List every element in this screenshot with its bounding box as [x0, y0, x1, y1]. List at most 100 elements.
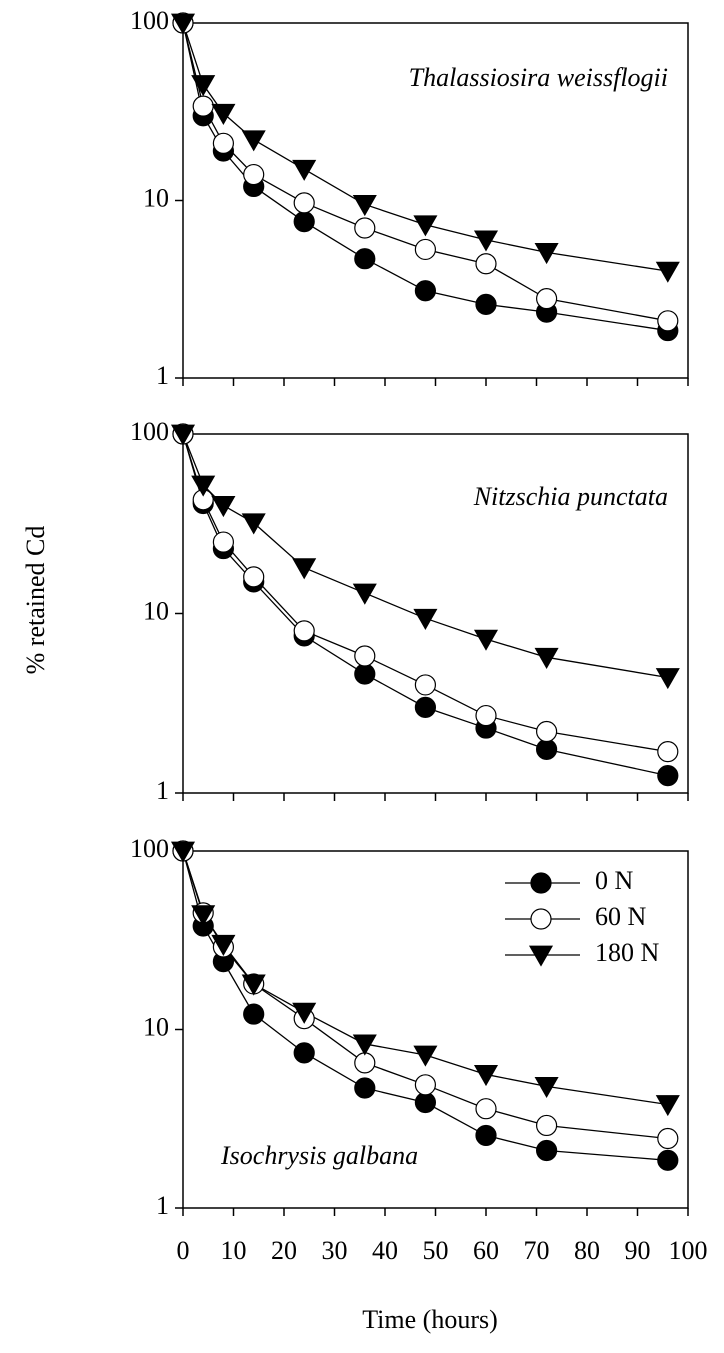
panel-title: Nitzschia punctata — [473, 482, 668, 511]
data-point — [414, 674, 436, 696]
data-point — [657, 741, 679, 763]
data-point — [192, 95, 214, 117]
data-point — [473, 629, 499, 651]
data-point — [535, 288, 558, 310]
series-line — [182, 433, 668, 777]
data-point — [191, 905, 216, 927]
data-point — [352, 583, 377, 605]
legend-label: 0 N — [595, 866, 634, 895]
panel-title: Isochrysis galbana — [220, 1141, 418, 1170]
data-point — [292, 159, 317, 181]
y-tick-label: 10 — [143, 596, 169, 625]
x-tick-label: 70 — [524, 1236, 550, 1265]
data-point — [535, 720, 558, 743]
x-tick-label: 30 — [322, 1236, 348, 1265]
data-point — [243, 566, 265, 588]
data-point — [475, 253, 497, 275]
data-point — [414, 1091, 436, 1114]
data-point — [354, 1077, 376, 1099]
legend-marker — [528, 945, 554, 967]
x-tick-label: 100 — [669, 1236, 708, 1265]
data-point — [473, 230, 499, 252]
y-tick-label: 100 — [130, 417, 169, 446]
data-point — [170, 13, 196, 35]
data-point — [657, 1127, 679, 1150]
data-point — [475, 293, 497, 315]
data-point — [473, 1065, 499, 1087]
data-point — [354, 217, 376, 239]
data-point — [413, 215, 438, 237]
data-point — [535, 1139, 558, 1162]
x-tick-label: 50 — [423, 1236, 449, 1265]
legend-marker — [530, 872, 552, 894]
data-point — [211, 934, 236, 956]
y-tick-label: 100 — [130, 6, 169, 35]
data-point — [170, 841, 196, 863]
data-point — [241, 130, 266, 152]
y-tick-label: 10 — [143, 1012, 169, 1041]
data-point — [413, 1045, 438, 1067]
data-point — [657, 310, 679, 332]
data-point — [293, 192, 315, 214]
data-point — [191, 75, 216, 97]
data-point — [535, 1114, 558, 1137]
data-point — [657, 765, 679, 787]
x-tick-label: 60 — [473, 1236, 499, 1265]
data-point — [655, 261, 680, 283]
data-point — [241, 513, 266, 535]
x-axis-title: Time (hours) — [362, 1305, 498, 1334]
data-point — [293, 620, 315, 642]
data-point — [413, 608, 438, 630]
series-line — [182, 850, 668, 1106]
data-point — [657, 1149, 679, 1171]
data-point — [352, 195, 377, 217]
series-line — [182, 22, 668, 322]
series-line — [182, 22, 668, 332]
y-tick-label: 1 — [156, 361, 169, 390]
x-tick-label: 0 — [177, 1236, 190, 1265]
legend-marker — [530, 908, 552, 930]
data-point — [354, 663, 376, 685]
data-point — [414, 238, 436, 261]
data-point — [535, 738, 558, 760]
data-point — [414, 280, 436, 302]
data-point — [241, 974, 266, 996]
data-point — [414, 1074, 436, 1096]
data-point — [170, 424, 196, 446]
data-point — [352, 1034, 377, 1056]
y-tick-label: 1 — [156, 776, 169, 805]
data-point — [534, 1077, 559, 1099]
y-axis-title: % retained Cd — [21, 526, 50, 675]
data-point — [243, 1003, 265, 1025]
data-point — [292, 1002, 317, 1024]
legend-label: 180 N — [595, 938, 660, 967]
series-line — [182, 433, 668, 679]
data-point — [475, 1098, 497, 1120]
y-tick-label: 10 — [143, 183, 169, 212]
data-point — [212, 531, 234, 553]
panel-title: Thalassiosira weissflogii — [409, 63, 668, 92]
y-tick-label: 100 — [130, 834, 169, 863]
data-point — [534, 647, 559, 669]
legend-label: 60 N — [595, 902, 647, 931]
series-line — [182, 433, 668, 753]
data-point — [211, 103, 236, 125]
series-line — [182, 22, 668, 272]
data-point — [475, 1124, 497, 1147]
data-point — [655, 1095, 680, 1117]
data-point — [191, 475, 216, 497]
data-point — [354, 1052, 376, 1074]
x-tick-label: 90 — [625, 1236, 651, 1265]
data-point — [212, 132, 234, 154]
data-point — [293, 1042, 315, 1064]
x-tick-label: 40 — [372, 1236, 398, 1265]
x-tick-label: 80 — [574, 1236, 600, 1265]
y-tick-label: 1 — [156, 1191, 169, 1220]
data-point — [354, 248, 376, 270]
data-point — [534, 243, 559, 265]
data-point — [243, 163, 265, 186]
data-point — [211, 496, 236, 518]
data-point — [354, 645, 376, 667]
data-point — [414, 696, 436, 718]
